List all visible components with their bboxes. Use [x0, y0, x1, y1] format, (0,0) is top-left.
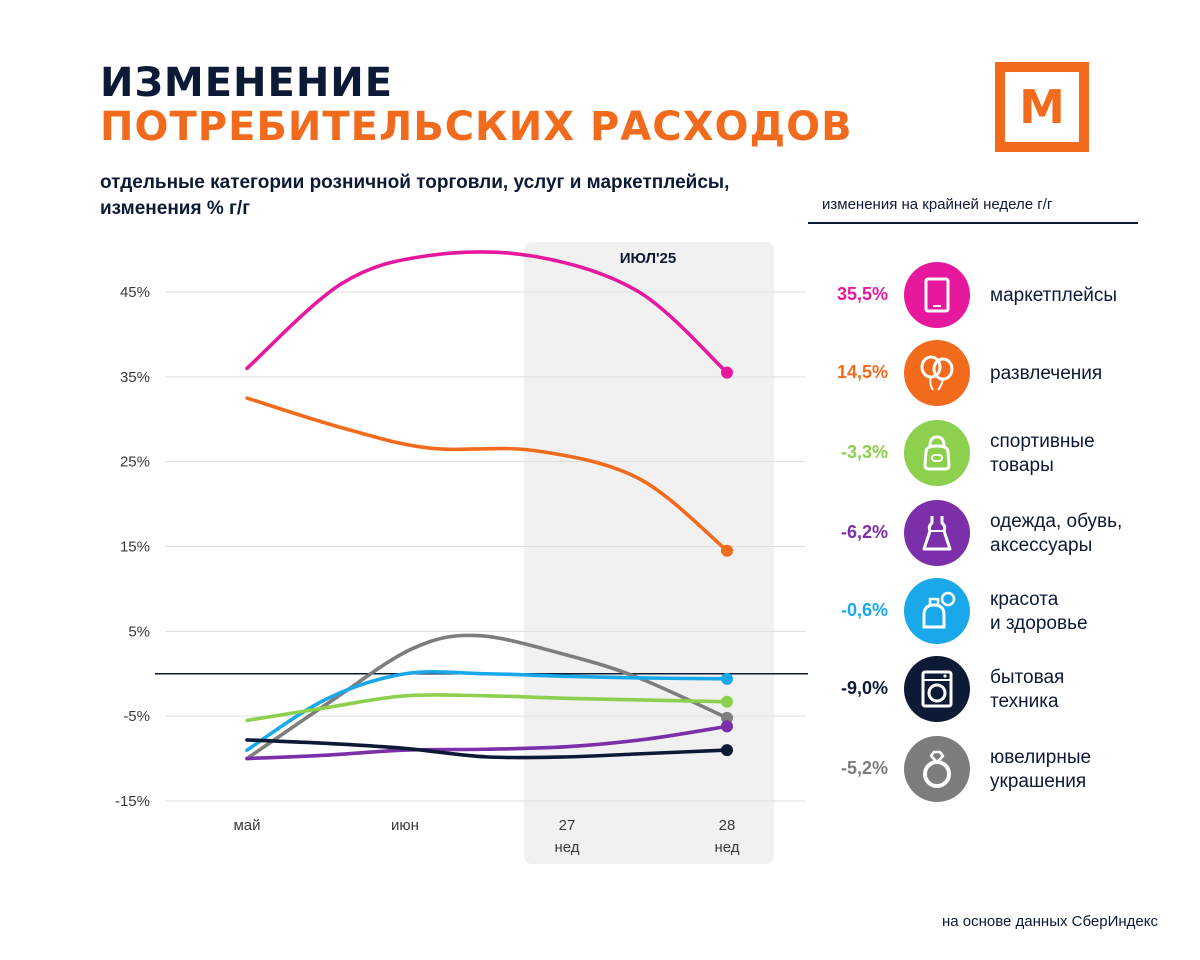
tablet-icon [917, 275, 957, 315]
legend-item: 35,5% маркетплейсы [808, 262, 1168, 332]
legend-label: развлечения [990, 362, 1102, 386]
y-tick-label: 45% [120, 284, 150, 301]
y-tick-label: -5% [123, 708, 150, 725]
legend-item: -9,0% бытовая техника [808, 656, 1168, 726]
title-line-1: ИЗМЕНЕНИЕ [100, 60, 394, 106]
y-tick-label: -15% [115, 793, 150, 810]
legend-title: изменения на крайней неделе г/г [822, 196, 1053, 213]
legend-label: бытовая техника [990, 666, 1064, 714]
series-line [245, 396, 729, 553]
highlight-label: ИЮЛ'25 [620, 250, 676, 267]
legend-label-line-1: спортивные [990, 431, 1095, 452]
dress-icon [916, 512, 958, 554]
y-tick-label: 5% [128, 623, 150, 640]
kettlebell-icon [916, 432, 958, 474]
legend-item: -0,6% красота и здоровье [808, 578, 1168, 648]
legend-divider [808, 222, 1138, 224]
legend-value: -6,2% [840, 522, 888, 542]
y-tick-label: 15% [120, 539, 150, 556]
legend-icon-circle [904, 736, 970, 802]
legend-icon-circle [904, 420, 970, 486]
legend-value: 35,5% [836, 284, 888, 304]
y-tick-label: 25% [120, 454, 150, 471]
legend-label: маркетплейсы [990, 284, 1117, 308]
legend-item: -5,2% ювелирные украшения [808, 736, 1168, 806]
series-line [245, 724, 729, 761]
legend-icon-circle [904, 340, 970, 406]
ring-icon [916, 748, 958, 790]
series-line [245, 693, 729, 723]
july-highlight-band [524, 242, 774, 864]
legend-label: одежда, обувь, аксессуары [990, 510, 1122, 558]
series-line [245, 738, 729, 760]
subtitle-line-1: отдельные категории розничной торговли, … [100, 172, 730, 193]
x-tick-sublabel: нед [714, 839, 739, 856]
x-tick-label: 27 [559, 817, 576, 834]
source-note: на основе данных СберИндекс [941, 913, 1158, 930]
title-line-2: ПОТРЕБИТЕЛЬСКИХ РАСХОДОВ [100, 104, 853, 150]
subtitle: отдельные категории розничной торговли, … [100, 170, 820, 222]
x-tick-label: май [233, 817, 260, 834]
legend-item: 14,5% развлечения [808, 340, 1168, 410]
legend-value: -9,0% [840, 678, 888, 698]
end-point-marker [721, 695, 733, 708]
legend-label-line-1: одежда, обувь, [990, 511, 1123, 532]
subtitle-line-2: изменения % г/г [100, 198, 251, 219]
legend-icon-circle [904, 262, 970, 328]
logo-letter: М [1005, 72, 1079, 142]
y-tick-label: 35% [120, 369, 150, 386]
legend-item: -3,3% спортивные товары [808, 420, 1168, 490]
legend-label-line-1: ювелирные [990, 747, 1092, 768]
x-tick-sublabel: нед [554, 839, 579, 856]
legend-icon-circle [904, 656, 970, 722]
legend-label: спортивные товары [990, 430, 1095, 478]
perfume-icon [915, 589, 959, 633]
legend-label: ювелирные украшения [990, 746, 1091, 794]
legend-item: -6,2% одежда, обувь, аксессуары [808, 500, 1168, 570]
legend-label-line-2: техника [990, 691, 1059, 712]
series-line [245, 669, 729, 752]
legend-label-line-2: аксессуары [990, 535, 1093, 556]
x-tick-label: 28 [719, 817, 736, 834]
end-point-marker [721, 544, 733, 557]
end-point-marker [721, 672, 733, 685]
legend-label-line-2: украшения [990, 771, 1087, 792]
end-point-marker [721, 720, 733, 733]
end-point-marker [721, 366, 733, 379]
brand-logo: М [995, 62, 1089, 152]
end-point-marker [721, 711, 733, 724]
legend-value: 14,5% [836, 362, 888, 382]
legend-label-line-1: красота [990, 589, 1059, 610]
x-tick-label: июн [391, 817, 419, 834]
legend-value: -0,6% [840, 600, 888, 620]
legend-label-line-1: маркетплейсы [990, 285, 1118, 306]
legend-value: -5,2% [840, 758, 888, 778]
legend-value: -3,3% [840, 442, 888, 462]
legend-label-line-1: развлечения [990, 363, 1103, 384]
legend-icon-circle [904, 578, 970, 644]
balloons-icon [916, 352, 958, 394]
legend-label-line-2: товары [990, 455, 1054, 476]
legend-icon-circle [904, 500, 970, 566]
legend-label-line-2: и здоровье [990, 613, 1088, 634]
washing-machine-icon [916, 668, 958, 710]
legend-label: красота и здоровье [990, 588, 1088, 636]
series-line [245, 250, 729, 375]
end-point-marker [721, 744, 733, 757]
legend-label-line-1: бытовая [990, 667, 1065, 688]
